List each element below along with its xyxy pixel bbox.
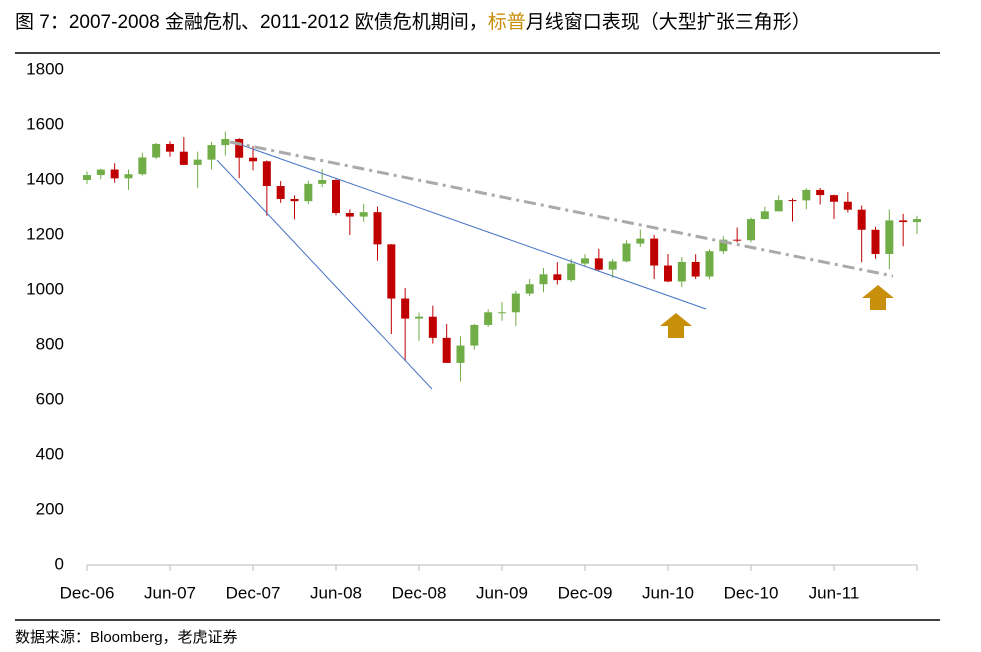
candle-body — [622, 243, 631, 262]
y-tick-label: 1400 — [26, 169, 64, 188]
candle-body — [138, 157, 147, 175]
candle-body — [345, 213, 354, 217]
x-tick-label: Jun-10 — [642, 583, 694, 602]
chart-title: 图 7：2007-2008 金融危机、2011-2012 欧债危机期间，标普月线… — [15, 11, 811, 33]
candle-body — [387, 244, 396, 299]
candle-body — [608, 261, 617, 270]
candle-body — [788, 200, 797, 202]
candle-body — [276, 186, 285, 199]
candle-body — [415, 316, 423, 319]
candle-body — [456, 345, 465, 363]
candle-body — [691, 261, 700, 277]
candle-body — [802, 189, 811, 201]
candle-body — [857, 209, 866, 230]
x-tick-label: Dec-08 — [392, 583, 447, 602]
y-tick-label: 1600 — [26, 114, 64, 133]
candle-body — [899, 220, 908, 223]
candle-body — [249, 157, 257, 162]
candle-body — [373, 212, 382, 245]
candle-body — [581, 258, 589, 264]
candle-body — [871, 229, 880, 254]
candle-body — [304, 183, 313, 202]
candle-body — [774, 200, 783, 212]
candle-body — [567, 263, 576, 281]
x-tick-label: Jun-11 — [809, 583, 860, 602]
candle-body — [470, 324, 479, 346]
candle-body — [636, 238, 645, 244]
candle-body — [733, 239, 742, 241]
trend-line — [216, 159, 433, 390]
candle-body — [359, 212, 368, 217]
x-tick-label: Jun-08 — [310, 583, 362, 602]
candle-body — [124, 174, 133, 179]
candle-body — [539, 274, 548, 285]
candle-body — [221, 139, 230, 146]
title-highlight: 标普 — [488, 11, 526, 33]
x-tick-label: Jun-07 — [144, 583, 196, 602]
source: 数据来源：Bloomberg，老虎证券 — [15, 629, 238, 646]
candle-body — [83, 175, 91, 180]
y-tick-label: 0 — [55, 554, 64, 573]
x-tick-label: Jun-09 — [476, 583, 528, 602]
candle-body — [816, 189, 825, 196]
candle-body — [511, 293, 520, 313]
title-part: 图 7：2007-2008 金融危机、2011-2012 欧债危机期间， — [15, 11, 488, 33]
y-tick-label: 600 — [36, 389, 64, 408]
candle-body — [262, 161, 271, 187]
x-tick-label: Dec-06 — [60, 583, 115, 602]
candle-body — [705, 251, 714, 277]
candle-body — [428, 316, 437, 338]
candle-body — [885, 220, 894, 254]
y-tick-label: 200 — [36, 499, 64, 518]
trend-line — [229, 140, 894, 278]
y-tick-label: 1800 — [26, 59, 64, 78]
candle-body — [484, 312, 493, 325]
candle-body — [760, 211, 769, 220]
candle-body — [843, 201, 852, 210]
title-part: 月线窗口表现（大型扩张三角形） — [526, 11, 811, 33]
candle-body — [442, 337, 451, 363]
candle-body — [96, 169, 105, 176]
y-tick-label: 800 — [36, 334, 64, 353]
candle-body — [193, 159, 202, 165]
x-tick-label: Dec-09 — [558, 583, 613, 602]
candle-body — [747, 219, 755, 241]
candle-body — [110, 169, 119, 179]
candle-body — [498, 312, 506, 314]
candle-body — [179, 151, 188, 165]
trend-line — [232, 141, 707, 310]
x-tick-label: Dec-10 — [724, 583, 779, 602]
candle-body — [290, 198, 299, 202]
candle-body — [913, 219, 921, 223]
candle-body — [650, 238, 659, 266]
arrow — [660, 313, 692, 338]
x-tick-label: Dec-07 — [226, 583, 281, 602]
y-tick-label: 400 — [36, 444, 64, 463]
candle-body — [553, 274, 562, 281]
y-tick-label: 1000 — [26, 279, 64, 298]
candle-body — [830, 195, 838, 202]
candle-body — [594, 258, 603, 270]
y-tick-label: 1200 — [26, 224, 64, 243]
candle-body — [332, 180, 340, 213]
candle-body — [152, 143, 161, 158]
plot: 0 200 400 600 800 1000 1200 1400 1600 1800 Dec-06 J… — [26, 59, 921, 602]
candle-body — [677, 261, 686, 282]
arrow — [862, 285, 894, 310]
candle-body — [166, 143, 174, 152]
candle-body — [318, 180, 327, 184]
candle-body — [664, 265, 672, 282]
candle-body — [719, 239, 728, 252]
candle-body — [235, 139, 244, 158]
candle-body — [525, 284, 534, 294]
candle-body — [207, 145, 216, 160]
candle-body — [401, 298, 410, 319]
